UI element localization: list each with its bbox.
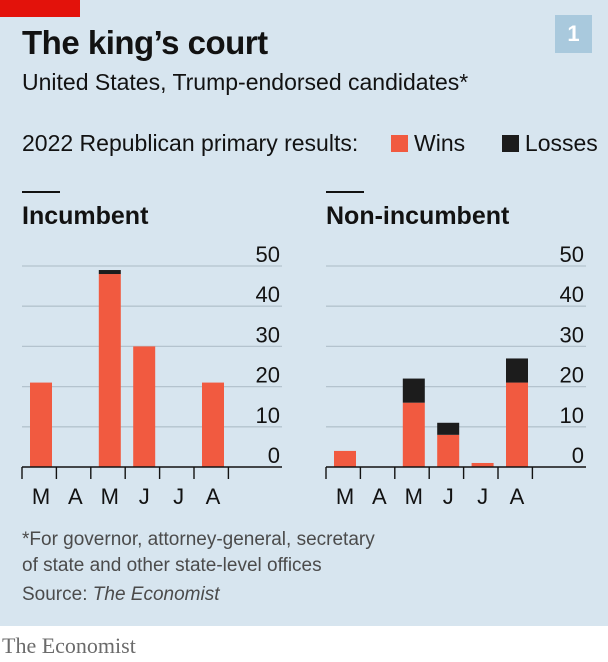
x-tick-label: J [443, 484, 454, 509]
y-tick-label: 10 [256, 403, 280, 428]
x-tick-label: A [68, 484, 83, 509]
bar-wins [133, 346, 156, 467]
source-note: Source: The Economist [22, 584, 220, 606]
footnote: *For governor, attorney-general, secreta… [22, 527, 442, 579]
bar-wins [471, 462, 494, 467]
x-tick-label: M [336, 484, 354, 509]
y-tick-label: 0 [572, 443, 584, 468]
bar-wins [30, 382, 52, 467]
chart-subtitle: United States, Trump-endorsed candidates… [22, 69, 469, 95]
x-tick-label: J [139, 484, 150, 509]
x-tick-label: M [32, 484, 50, 509]
x-tick-label: J [477, 484, 488, 509]
x-tick-label: A [372, 484, 387, 509]
legend-losses-label: Losses [524, 130, 598, 156]
y-tick-label: 0 [268, 443, 280, 468]
x-tick-label: A [206, 484, 221, 509]
y-tick-label: 40 [256, 282, 280, 307]
bar-losses [437, 422, 460, 435]
chart-panel: 1 The king’s court United States, Trump-… [0, 0, 608, 626]
legend-wins-swatch [391, 135, 408, 152]
y-tick-label: 10 [560, 403, 584, 428]
bar-losses [98, 270, 121, 275]
bar-wins [334, 450, 356, 467]
bar-wins [98, 274, 121, 467]
source-prefix: Source: [22, 584, 93, 605]
y-tick-label: 30 [256, 322, 280, 347]
x-tick-label: J [173, 484, 184, 509]
footnote-line-1: *For governor, attorney-general, secreta… [22, 529, 375, 550]
bar-wins [402, 402, 425, 467]
legend: 2022 Republican primary results: Wins Lo… [22, 130, 598, 157]
footnote-line-2: of state and other state-level offices [22, 555, 322, 576]
chart-title: The king’s court [22, 24, 268, 61]
x-tick-label: M [405, 484, 423, 509]
panel-title: Incumbent [22, 202, 149, 230]
bar-wins [202, 382, 224, 467]
panel-title: Non-incumbent [326, 202, 510, 230]
y-tick-label: 30 [560, 322, 584, 347]
bar-wins [437, 434, 460, 467]
brand-wordmark: The Economist [2, 633, 136, 658]
legend-label: 2022 Republican primary results: [22, 130, 359, 156]
bar-losses [402, 378, 425, 403]
y-tick-label: 50 [256, 242, 280, 267]
y-tick-label: 20 [560, 363, 584, 388]
brand-red-tag [0, 0, 80, 17]
chart-number-badge: 1 [555, 15, 592, 53]
bar-losses [506, 358, 528, 383]
source-name: The Economist [92, 584, 220, 605]
y-tick-label: 20 [256, 363, 280, 388]
x-tick-label: M [101, 484, 119, 509]
bar-wins [506, 382, 528, 467]
legend-wins-label: Wins [414, 130, 466, 156]
y-tick-label: 40 [560, 282, 584, 307]
y-tick-label: 50 [560, 242, 584, 267]
legend-losses-swatch [501, 135, 519, 152]
x-tick-label: A [510, 484, 525, 509]
